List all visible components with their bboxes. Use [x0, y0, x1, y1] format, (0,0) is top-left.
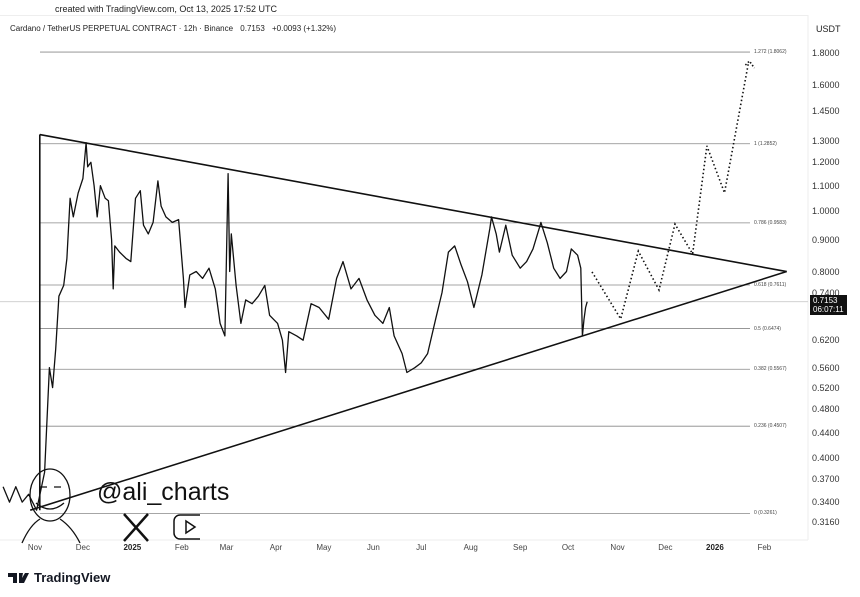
price-axis-tick: 1.0000	[812, 206, 840, 217]
time-axis-tick: Mar	[219, 543, 234, 552]
last-price: 0.7153	[240, 24, 265, 33]
price-tag-price: 0.7153	[813, 296, 838, 305]
price-axis-tick: 1.6000	[812, 79, 840, 90]
fib-level-label: 0.618 (0.7611)	[754, 281, 787, 288]
triangle-upper-line	[39, 133, 787, 273]
fib-level-label: 0.5 (0.6474)	[754, 325, 781, 332]
price-tag-countdown: 06:07:11	[813, 305, 844, 314]
triangle-lower-line	[29, 270, 787, 511]
price-axis-tick: 1.2000	[812, 157, 840, 168]
time-axis-tick: Feb	[174, 543, 189, 552]
x-logo-icon	[123, 513, 149, 542]
fib-level-label: 1 (1.2852)	[754, 140, 777, 147]
price-line	[2, 142, 588, 511]
price-change: +0.0093 (+1.32%)	[272, 24, 337, 33]
tradingview-logo-icon	[8, 572, 29, 583]
time-axis-tick: Nov	[610, 543, 625, 552]
price-axis-tick: 1.3000	[812, 135, 840, 146]
price-axis-tick: 0.3400	[812, 497, 840, 508]
time-axis-tick: Apr	[269, 543, 283, 552]
price-tag: 0.7153 06:07:11	[810, 295, 847, 315]
brand-name: TradingView	[34, 570, 111, 585]
time-axis-tick: Jun	[366, 543, 380, 552]
price-axis-tick: 0.4400	[812, 427, 840, 438]
projection-path	[591, 62, 750, 321]
avatar-sketch	[21, 468, 81, 544]
fib-level-label: 0 (0.3261)	[754, 510, 777, 517]
price-axis-tick: 0.8000	[812, 266, 840, 277]
price-axis-tick: 1.1000	[812, 180, 840, 191]
watermark-icons	[21, 468, 200, 544]
price-axis-tick: 0.9000	[812, 234, 840, 245]
price-axis-tick: 0.6200	[812, 335, 840, 346]
divider	[0, 15, 808, 16]
time-axis-tick: Sep	[513, 543, 528, 552]
time-axis-tick: Dec	[658, 543, 673, 552]
time-axis-tick: May	[316, 543, 332, 552]
price-axis-tick: 1.4500	[812, 106, 840, 117]
time-axis-tick: Dec	[75, 543, 90, 552]
price-axis-tick: 0.3700	[812, 474, 840, 485]
symbol-title: Cardano / TetherUS PERPETUAL CONTRACT · …	[10, 24, 234, 33]
time-axis-tick: Jul	[416, 543, 427, 552]
time-axis-tick: Feb	[757, 543, 772, 552]
price-axis-tick: 0.3160	[812, 516, 840, 527]
time-axis-tick: 2025	[123, 543, 142, 552]
price-axis-tick: 0.5600	[812, 362, 840, 373]
price-axis-tick: 0.4800	[812, 404, 840, 415]
watermark-handle: @ali_charts	[97, 478, 230, 506]
price-axis-tick: 0.7400	[812, 287, 840, 298]
fib-level-label: 1.272 (1.8062)	[754, 49, 787, 56]
currency-unit[interactable]: USDT	[816, 24, 841, 34]
created-caption: created with TradingView.com, Oct 13, 20…	[55, 4, 277, 14]
fib-level-label: 0.382 (0.5567)	[754, 366, 787, 373]
tradingview-logo[interactable]: TradingView	[8, 570, 110, 585]
projection-arrowhead	[744, 59, 756, 69]
time-axis-tick: 2026	[705, 543, 724, 552]
time-axis-tick: Oct	[561, 543, 575, 552]
time-axis-tick: Nov	[27, 543, 43, 552]
price-axis-tick: 0.4000	[812, 453, 840, 464]
youtube-icon	[173, 514, 200, 540]
time-axis-tick: Aug	[463, 543, 478, 552]
price-axis-tick: 1.8000	[812, 48, 840, 58]
fib-level-label: 0.236 (0.4507)	[754, 423, 787, 430]
price-axis-tick: 0.5200	[812, 382, 840, 393]
fib-level-label: 0.786 (0.9583)	[754, 219, 787, 226]
symbol-legend: Cardano / TetherUS PERPETUAL CONTRACT · …	[10, 24, 341, 33]
